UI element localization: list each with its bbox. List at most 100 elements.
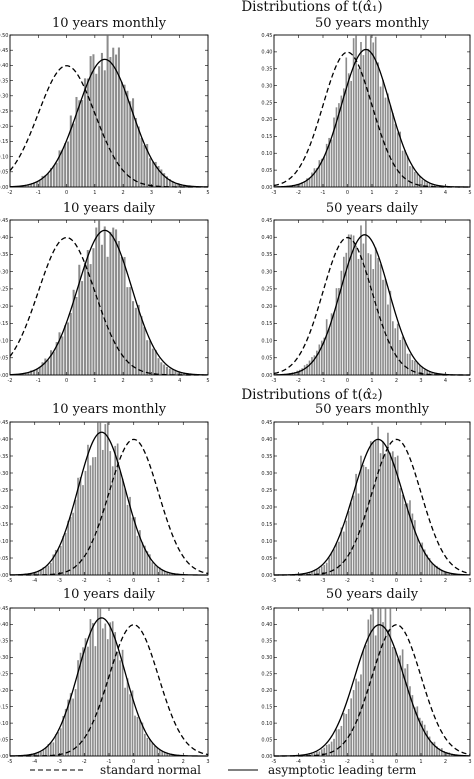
hist-bar bbox=[394, 648, 397, 756]
hist-bar bbox=[32, 753, 35, 756]
standard-normal-curve bbox=[274, 438, 471, 576]
hist-bar bbox=[401, 150, 404, 187]
hist-bar bbox=[50, 168, 53, 187]
hist-bar bbox=[445, 751, 448, 756]
hist-bar bbox=[352, 690, 355, 756]
hist-bar bbox=[171, 573, 173, 575]
hist-bar bbox=[141, 542, 144, 575]
hist-bar bbox=[139, 530, 141, 575]
x-tick-label: 2 bbox=[122, 190, 125, 196]
asymptotic-curve bbox=[9, 617, 209, 757]
hist-bar bbox=[369, 441, 372, 575]
hist-bar bbox=[35, 181, 38, 187]
y-tick-label: 0.05 bbox=[261, 556, 272, 562]
x-tick-label: -5 bbox=[272, 759, 277, 765]
hist-bar bbox=[352, 38, 355, 187]
hist-bar bbox=[377, 426, 379, 575]
y-tick-label: 0.35 bbox=[0, 78, 9, 84]
hist-bar bbox=[136, 535, 139, 575]
hist-bar bbox=[131, 517, 134, 575]
hist-bar bbox=[372, 442, 375, 575]
hist-bar bbox=[416, 536, 419, 575]
hist-bar bbox=[64, 708, 67, 756]
x-tick-label: -1 bbox=[321, 378, 326, 384]
hist-bar bbox=[298, 183, 301, 187]
hist-bar bbox=[330, 139, 333, 187]
y-tick-label: 0.45 bbox=[261, 218, 272, 224]
hist-bar bbox=[436, 565, 438, 575]
y-tick-label: 0.45 bbox=[261, 420, 272, 426]
hist-bar bbox=[120, 256, 123, 375]
hist-bar bbox=[323, 156, 326, 187]
hist-bar bbox=[61, 149, 64, 187]
hist-bar bbox=[441, 570, 443, 575]
x-tick-label: 2 bbox=[182, 578, 185, 584]
hist-bar bbox=[365, 644, 367, 756]
hist-bar bbox=[431, 562, 433, 575]
hist-bar bbox=[438, 567, 441, 575]
hist-bar bbox=[136, 716, 139, 756]
hist-bar bbox=[406, 353, 409, 375]
hist-bar bbox=[399, 488, 401, 575]
y-tick-label: 0.30 bbox=[261, 269, 272, 275]
legend: standard normal asymptotic leading term bbox=[30, 763, 417, 777]
hist-bar bbox=[134, 118, 137, 187]
hist-bar bbox=[140, 316, 143, 375]
hist-bar bbox=[436, 185, 438, 187]
y-tick-label: 0.00 bbox=[261, 573, 272, 579]
hist-bar bbox=[298, 369, 301, 375]
hist-bar bbox=[340, 270, 343, 375]
y-tick-label: 0.30 bbox=[261, 655, 272, 661]
panel-1: 10 years monthly -2 -1 0 1 2 3 4 5 0.00 0.05 0.10 0.… bbox=[0, 16, 210, 196]
hist-bar bbox=[382, 441, 384, 575]
y-tick-label: 0.35 bbox=[0, 454, 9, 460]
hist-bar bbox=[303, 754, 306, 756]
hist-bar bbox=[306, 363, 308, 375]
hist-bar bbox=[89, 619, 92, 756]
section-title-1: Distributions of t(α̂₁) bbox=[241, 0, 382, 15]
hist-bar bbox=[325, 744, 328, 756]
y-tick-label: 0.35 bbox=[261, 67, 272, 73]
y-tick-label: 0.20 bbox=[261, 505, 272, 511]
y-tick-label: 0.25 bbox=[0, 109, 9, 115]
x-tick-label: 1 bbox=[93, 190, 96, 196]
hist-bar bbox=[126, 678, 129, 756]
hist-bar bbox=[146, 551, 149, 575]
hist-bar bbox=[428, 182, 431, 187]
hist-bar bbox=[387, 432, 389, 575]
y-tick-label: 0.10 bbox=[0, 721, 9, 727]
hist-bar bbox=[69, 313, 72, 375]
hist-bar bbox=[72, 512, 74, 575]
hist-bar bbox=[75, 296, 78, 375]
hist-bar bbox=[121, 478, 124, 575]
hist-bar bbox=[392, 647, 394, 756]
hist-bar bbox=[45, 747, 47, 756]
hist-bar bbox=[357, 68, 360, 187]
hist-bar bbox=[350, 80, 352, 187]
x-tick-label: -1 bbox=[107, 578, 112, 584]
y-tick-label: 0.10 bbox=[261, 151, 272, 157]
hist-bar bbox=[74, 689, 77, 756]
hist-bar bbox=[132, 98, 135, 187]
panel-5: 10 years monthly -5 -4 -3 -2 -1 0 1 2 3 0.00 0.05 0.… bbox=[0, 402, 210, 584]
hist-bar bbox=[151, 742, 154, 756]
hist-bar bbox=[100, 52, 103, 187]
hist-bar bbox=[67, 520, 69, 575]
x-tick-label: 2 bbox=[444, 759, 447, 765]
hist-bar bbox=[81, 281, 84, 375]
hist-bar bbox=[50, 742, 52, 756]
x-tick-label: -4 bbox=[32, 759, 37, 765]
hist-bar bbox=[421, 179, 424, 187]
hist-bar bbox=[396, 455, 399, 575]
hist-bar bbox=[72, 698, 74, 756]
y-tick-label: 0.30 bbox=[0, 269, 9, 275]
y-tick-label: 0.25 bbox=[261, 100, 272, 106]
hist-bar bbox=[95, 227, 98, 375]
hist-bar bbox=[69, 693, 72, 756]
hist-bar bbox=[171, 181, 174, 187]
hist-bar bbox=[104, 424, 107, 575]
hist-bar bbox=[438, 748, 441, 756]
hist-bar bbox=[112, 47, 115, 187]
hist-bar bbox=[64, 143, 67, 187]
hist-bar bbox=[69, 115, 72, 187]
